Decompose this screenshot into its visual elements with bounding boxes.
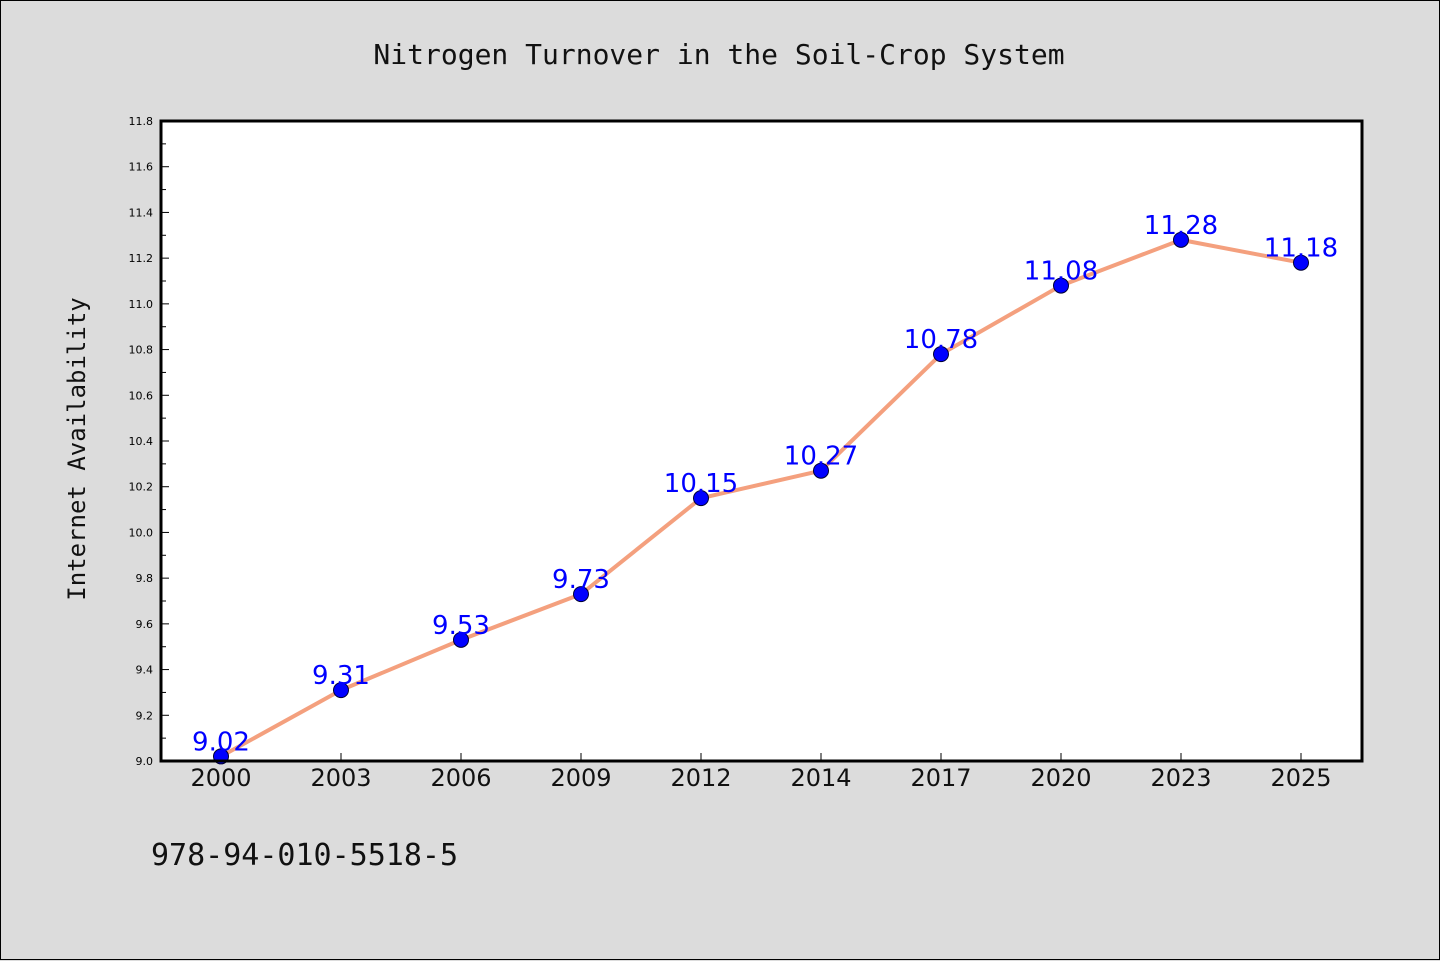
y-tick-label: 10.2 <box>129 481 154 494</box>
data-label: 11.28 <box>1144 211 1218 241</box>
data-label: 10.78 <box>904 325 978 355</box>
plot-border <box>159 119 1364 763</box>
y-tick-label: 9.6 <box>136 618 154 631</box>
x-tick-label: 2006 <box>430 764 491 792</box>
data-label: 9.53 <box>432 611 490 641</box>
data-point-marker <box>1173 231 1189 248</box>
data-point-marker <box>1293 254 1309 271</box>
y-tick-label: 9.8 <box>136 572 154 585</box>
x-tick-label: 2000 <box>190 764 251 792</box>
data-point-marker <box>453 631 469 648</box>
x-tick-label: 2014 <box>790 764 851 792</box>
y-tick-label: 11.6 <box>129 161 154 174</box>
data-point-marker <box>1053 277 1069 294</box>
plot-area <box>161 121 1362 761</box>
axes-layer: 9.0 9.2 9.4 9.6 9.8 10.0 10.2 10.4 10.6 10.8 11.0 1… <box>129 115 1332 792</box>
y-tick-label: 11.4 <box>129 206 154 219</box>
y-tick-label: 9.2 <box>136 709 154 722</box>
data-point-marker <box>333 682 349 699</box>
x-tick-label: 2017 <box>910 764 971 792</box>
y-tick-label: 11.0 <box>129 298 154 311</box>
data-label: 9.31 <box>312 661 370 691</box>
y-tick-label: 9.4 <box>136 664 154 677</box>
isbn-annotation: 978-94-010-5518-5 <box>151 838 458 873</box>
chart-title: Nitrogen Turnover in the Soil-Crop Syste… <box>373 38 1064 71</box>
y-tick-label: 10.6 <box>129 389 154 402</box>
x-tick-label: 2023 <box>1150 764 1211 792</box>
data-labels-layer: 9.02 9.31 9.53 9.73 10.15 10.27 10.78 11.08 11.2… <box>192 211 1338 758</box>
data-point-marker <box>573 586 589 603</box>
x-tick-label: 2020 <box>1030 764 1091 792</box>
data-label: 10.15 <box>664 469 738 499</box>
y-tick-label: 10.0 <box>129 526 154 539</box>
y-tick-label: 10.8 <box>129 344 154 357</box>
data-label: 11.08 <box>1024 257 1098 287</box>
data-label: 10.27 <box>784 442 858 472</box>
data-label: 11.18 <box>1264 234 1338 264</box>
y-axis-label: Internet Availability <box>63 297 91 600</box>
x-tick-label: 2009 <box>550 764 611 792</box>
y-tick-label: 11.2 <box>129 252 154 265</box>
data-point-marker <box>813 462 829 479</box>
series-layer <box>213 231 1309 765</box>
data-label: 9.73 <box>552 565 610 595</box>
x-tick-label: 2003 <box>310 764 371 792</box>
y-tick-label: 11.8 <box>129 115 154 128</box>
y-tick-label: 10.4 <box>129 435 154 448</box>
x-tick-label: 2025 <box>1270 764 1331 792</box>
x-tick-label: 2012 <box>670 764 731 792</box>
data-point-marker <box>693 490 709 507</box>
series-line <box>219 237 1303 759</box>
data-label: 9.02 <box>192 727 250 757</box>
data-point-marker <box>933 346 949 363</box>
y-tick-label: 9.0 <box>136 755 154 768</box>
